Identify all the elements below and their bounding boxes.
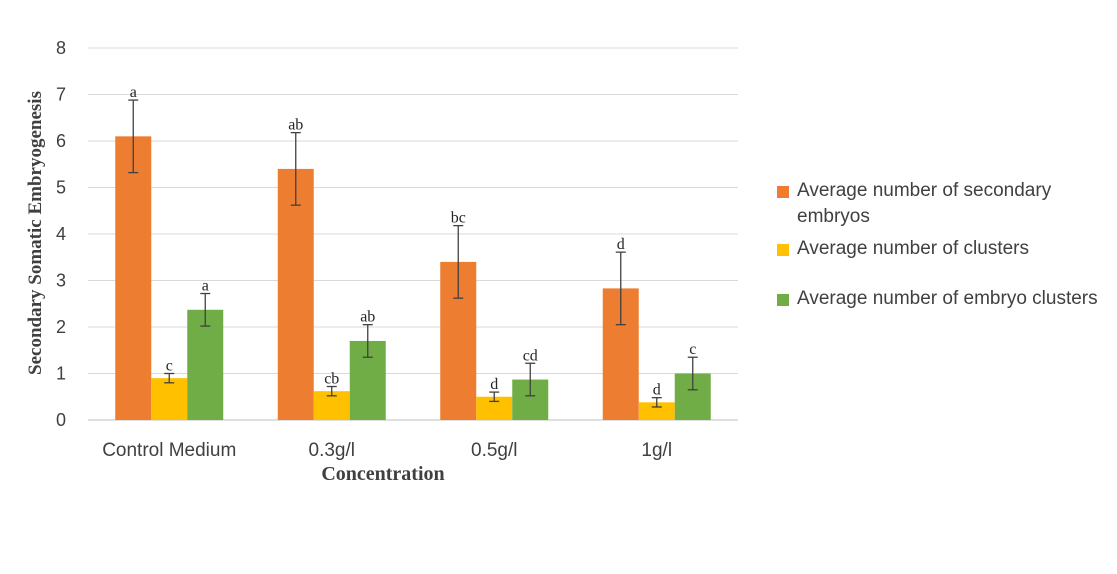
legend-swatch <box>777 244 789 256</box>
bar <box>638 402 675 420</box>
y-tick-label: 4 <box>56 224 66 244</box>
bar <box>187 309 224 420</box>
significance-letter: a <box>202 278 209 295</box>
significance-letter: d <box>490 376 498 393</box>
y-tick-label: 1 <box>56 364 66 384</box>
y-axis-title: Secondary Somatic Embryogenesis <box>25 91 46 375</box>
y-tick-label: 3 <box>56 271 66 291</box>
y-tick-label: 0 <box>56 410 66 430</box>
y-tick-label: 2 <box>56 317 66 337</box>
y-tick-label: 8 <box>56 38 66 58</box>
legend: Average number of secondary embryos Aver… <box>777 178 1107 312</box>
bar <box>476 396 513 420</box>
legend-item-secondary-embryos: Average number of secondary embryos <box>777 178 1107 230</box>
x-category-label: Control Medium <box>102 440 236 461</box>
legend-swatch <box>777 186 789 198</box>
y-tick-label: 6 <box>56 131 66 151</box>
significance-letter: d <box>617 236 625 253</box>
significance-letters: a c a ab cb ab bc d cd d d c <box>130 84 697 399</box>
legend-item-clusters: Average number of clusters <box>777 236 1107 262</box>
significance-letter: d <box>653 382 661 399</box>
legend-label: Average number of secondary embryos <box>797 180 1052 227</box>
legend-swatch <box>777 294 789 306</box>
bar <box>115 136 152 420</box>
error-bars <box>128 99 698 408</box>
significance-letter: a <box>130 84 137 101</box>
x-axis-title: Concentration <box>321 463 444 485</box>
significance-letter: bc <box>451 210 466 227</box>
x-category-label: 0.5g/l <box>471 440 517 461</box>
significance-letter: cd <box>523 347 538 364</box>
y-tick-label: 7 <box>56 85 66 105</box>
gridlines <box>88 47 738 421</box>
significance-letter: c <box>166 358 173 375</box>
significance-letter: c <box>689 341 696 358</box>
x-category-label: 1g/l <box>641 440 672 461</box>
significance-letter: ab <box>288 117 303 134</box>
significance-letter: cb <box>324 371 339 388</box>
bar <box>277 168 314 420</box>
y-tick-labels: 0 1 2 3 4 5 6 7 8 <box>56 38 66 430</box>
x-category-labels: Control Medium 0.3g/l 0.5g/l 1g/l <box>102 440 672 461</box>
bar <box>151 378 188 420</box>
legend-item-embryo-clusters: Average number of embryo clusters <box>777 286 1107 312</box>
y-tick-label: 5 <box>56 178 66 198</box>
legend-label: Average number of embryo clusters <box>797 288 1098 309</box>
legend-label: Average number of clusters <box>797 238 1029 259</box>
x-category-label: 0.3g/l <box>309 440 355 461</box>
significance-letter: ab <box>360 309 375 326</box>
bars <box>115 136 711 420</box>
